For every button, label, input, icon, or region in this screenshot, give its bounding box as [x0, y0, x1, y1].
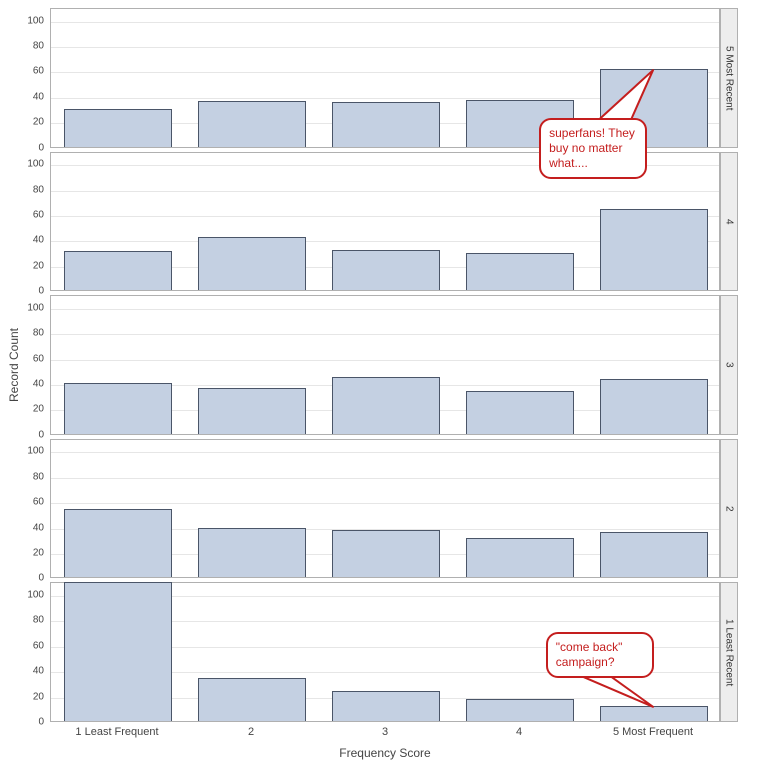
y-tick-label: 60 [14, 640, 44, 651]
bar [64, 109, 171, 147]
y-tick-label: 0 [14, 286, 44, 297]
y-tick-label: 40 [14, 91, 44, 102]
y-tick-label: 40 [14, 235, 44, 246]
y-tick-label: 20 [14, 260, 44, 271]
facet-strip-label: 5 Most Recent [724, 46, 735, 110]
bar [466, 253, 573, 290]
facet-bar-chart: 0204060801005 Most Recent020406080100402… [0, 0, 768, 768]
bar [600, 209, 707, 290]
y-tick-label: 20 [14, 117, 44, 128]
x-tick-label: 2 [248, 726, 254, 738]
bar [600, 706, 707, 721]
bar [332, 377, 439, 434]
bar [332, 691, 439, 721]
grid-line [51, 309, 719, 310]
callout: "come back" campaign? [546, 632, 654, 678]
bar [332, 250, 439, 291]
bar [198, 237, 305, 290]
y-tick-label: 20 [14, 691, 44, 702]
bar [64, 383, 171, 434]
x-tick-label: 3 [382, 726, 388, 738]
bar [64, 251, 171, 290]
y-tick-label: 0 [14, 429, 44, 440]
facet-strip-label: 3 [724, 362, 735, 368]
y-tick-label: 100 [14, 15, 44, 26]
x-axis-title: Frequency Score [339, 746, 430, 760]
grid-line [51, 360, 719, 361]
grid-line [51, 452, 719, 453]
y-tick-label: 40 [14, 522, 44, 533]
facet-strip: 1 Least Recent [720, 582, 738, 722]
y-tick-label: 80 [14, 41, 44, 52]
y-tick-label: 80 [14, 471, 44, 482]
y-tick-label: 80 [14, 184, 44, 195]
y-tick-label: 60 [14, 210, 44, 221]
facet-strip: 5 Most Recent [720, 8, 738, 148]
bar [332, 530, 439, 577]
grid-line [51, 22, 719, 23]
bar [64, 509, 171, 578]
bar [198, 528, 305, 577]
facet-panel [50, 439, 720, 579]
y-tick-label: 20 [14, 548, 44, 559]
y-tick-label: 100 [14, 446, 44, 457]
facet-strip: 2 [720, 439, 738, 579]
y-tick-label: 20 [14, 404, 44, 415]
y-tick-label: 100 [14, 159, 44, 170]
y-axis-title: Record Count [7, 328, 21, 402]
bar [332, 102, 439, 146]
bar [466, 699, 573, 721]
grid-line [51, 191, 719, 192]
grid-line [51, 47, 719, 48]
bar [198, 101, 305, 147]
y-tick-label: 60 [14, 66, 44, 77]
callout-text: superfans! They buy no matter what.... [549, 126, 635, 170]
x-tick-label: 5 Most Frequent [613, 726, 693, 738]
bar [198, 388, 305, 434]
y-tick-label: 60 [14, 497, 44, 508]
x-tick-label: 1 Least Frequent [75, 726, 158, 738]
facet-strip-label: 1 Least Recent [724, 619, 735, 686]
facet-strip: 3 [720, 295, 738, 435]
bar [198, 678, 305, 721]
callout: superfans! They buy no matter what.... [539, 118, 647, 179]
y-tick-label: 0 [14, 573, 44, 584]
y-tick-label: 100 [14, 590, 44, 601]
x-tick-label: 4 [516, 726, 522, 738]
facet-strip: 4 [720, 152, 738, 292]
y-tick-label: 0 [14, 142, 44, 153]
y-tick-label: 40 [14, 666, 44, 677]
y-tick-label: 0 [14, 717, 44, 728]
y-tick-label: 80 [14, 615, 44, 626]
bar [600, 532, 707, 578]
grid-line [51, 503, 719, 504]
bar [64, 582, 171, 721]
y-tick-label: 100 [14, 302, 44, 313]
grid-line [51, 478, 719, 479]
bar [466, 538, 573, 577]
grid-line [51, 334, 719, 335]
bar [466, 391, 573, 434]
facet-strip-label: 2 [724, 506, 735, 512]
facet-panel [50, 295, 720, 435]
facet-strip-label: 4 [724, 219, 735, 225]
callout-text: "come back" campaign? [556, 640, 623, 669]
bar [600, 379, 707, 434]
